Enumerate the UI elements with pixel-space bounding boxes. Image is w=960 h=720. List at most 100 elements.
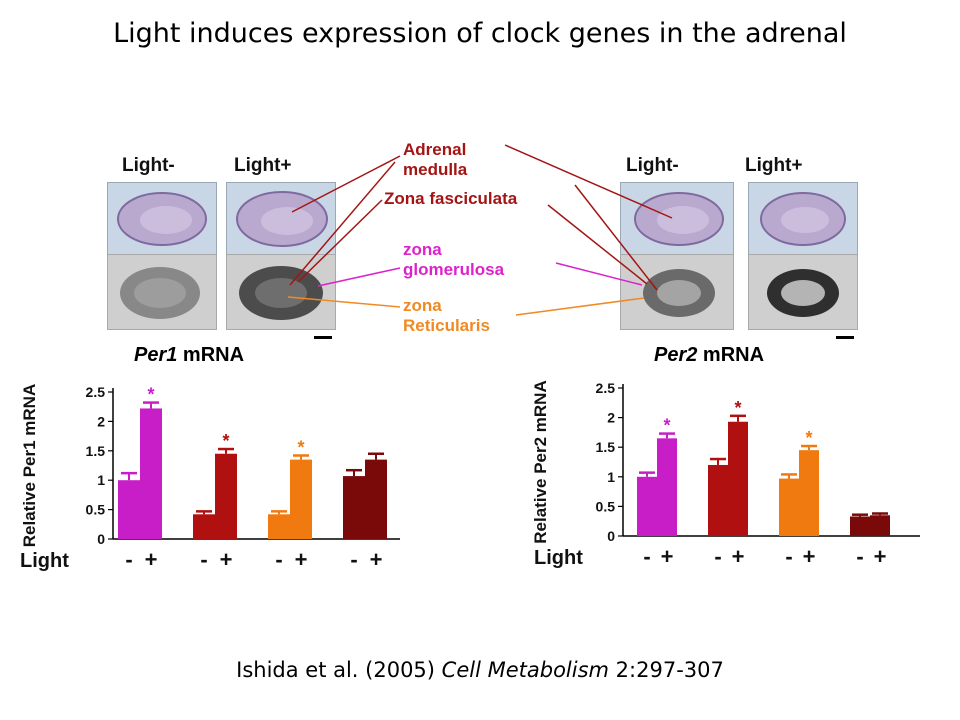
- y-axis-title: Relative Per2 mRNA: [531, 380, 550, 543]
- bar-group1-light-on: [657, 438, 677, 536]
- right-light-minus-tissue-image: [620, 182, 734, 256]
- light-condition-label: -: [643, 544, 650, 569]
- per1-gene-name: Per1: [134, 344, 178, 366]
- leader-fasciculata-right: [547, 204, 648, 285]
- left-light-plus-tissue-image: [226, 182, 336, 256]
- bar-group4-light-on: [365, 459, 387, 539]
- leader-reticularis-right: [515, 297, 645, 316]
- light-condition-label: +: [145, 547, 158, 572]
- light-condition-label: -: [856, 544, 863, 569]
- light-condition-label: +: [220, 547, 233, 572]
- label-zona-fasciculata: Zona fasciculata: [384, 189, 518, 208]
- x-axis-title: Light: [20, 550, 69, 572]
- light-condition-label: -: [350, 547, 357, 572]
- left-scale-bar: [314, 336, 332, 339]
- leader-medulla-left-film: [289, 161, 396, 286]
- left-light-plus-header: Light+: [234, 155, 292, 176]
- bar-group3-light-off: [268, 514, 290, 539]
- left-light-plus-film-image: [226, 254, 336, 330]
- per1-caption-suffix: mRNA: [177, 344, 245, 366]
- y-tick-label: 2: [607, 410, 615, 426]
- right-light-plus-film-image: [748, 254, 858, 330]
- per2-caption-suffix: mRNA: [697, 344, 765, 366]
- label-zona-reticularis-line1: zona: [403, 296, 442, 315]
- label-zona-glomerulosa: zona glomerulosa: [403, 240, 504, 280]
- bar-group2-light-on: [215, 453, 237, 539]
- light-condition-label: -: [785, 544, 792, 569]
- citation-journal: Cell Metabolism: [441, 658, 609, 682]
- citation-pages: 2:297-307: [609, 658, 724, 682]
- light-condition-label: +: [661, 544, 674, 569]
- significance-star: *: [663, 416, 670, 436]
- leader-fasciculata-left: [297, 199, 383, 283]
- significance-star: *: [297, 438, 304, 458]
- y-tick-label: 1: [607, 469, 615, 485]
- right-light-minus-header: Light-: [626, 155, 679, 176]
- y-tick-label: 0: [607, 528, 615, 544]
- y-tick-label: 2.5: [86, 384, 106, 400]
- bar-group3-light-off: [779, 478, 799, 536]
- bar-group1-light-off: [637, 476, 657, 536]
- per2-mrna-caption: Per2 mRNA: [654, 344, 764, 367]
- y-tick-label: 2.5: [596, 380, 616, 396]
- light-condition-label: +: [803, 544, 816, 569]
- light-condition-label: +: [732, 544, 745, 569]
- y-tick-label: 0: [97, 531, 105, 547]
- leader-medulla-right-film: [574, 184, 658, 291]
- leader-glomerulosa-left: [317, 267, 401, 287]
- light-condition-label: -: [125, 547, 132, 572]
- citation-authors: Ishida et al. (2005): [236, 658, 442, 682]
- leader-medulla-left: [291, 155, 401, 213]
- light-condition-label: +: [295, 547, 308, 572]
- bar-group4-light-off: [850, 516, 870, 536]
- y-tick-label: 1.5: [86, 443, 106, 459]
- y-tick-label: 0.5: [596, 498, 616, 514]
- significance-star: *: [805, 428, 812, 448]
- per2-gene-name: Per2: [654, 344, 698, 366]
- left-light-minus-film-image: [107, 254, 217, 330]
- y-tick-label: 2: [97, 413, 105, 429]
- light-condition-label: +: [874, 544, 887, 569]
- citation: Ishida et al. (2005) Cell Metabolism 2:2…: [0, 658, 960, 682]
- slide-title: Light induces expression of clock genes …: [113, 18, 847, 49]
- bar-group2-light-off: [193, 514, 215, 539]
- bar-group4-light-on: [870, 515, 890, 536]
- leader-reticularis-left: [287, 296, 401, 308]
- right-light-plus-header: Light+: [745, 155, 803, 176]
- per1-mrna-caption: Per1 mRNA: [134, 344, 244, 367]
- left-light-minus-header: Light-: [122, 155, 175, 176]
- right-light-minus-film-image: [620, 254, 734, 330]
- y-tick-label: 0.5: [86, 502, 106, 518]
- light-condition-label: +: [370, 547, 383, 572]
- label-zona-reticularis-line2: Reticularis: [403, 316, 490, 335]
- label-zona-reticularis: zona Reticularis: [403, 296, 490, 336]
- leader-glomerulosa-right: [555, 262, 643, 286]
- bar-group1-light-on: [140, 408, 162, 539]
- x-axis-title: Light: [534, 547, 583, 569]
- y-tick-label: 1: [97, 472, 105, 488]
- label-zona-glomerulosa-line2: glomerulosa: [403, 260, 505, 279]
- bar-group3-light-on: [290, 459, 312, 539]
- significance-star: *: [222, 431, 229, 451]
- light-condition-label: -: [275, 547, 282, 572]
- bar-group4-light-off: [343, 476, 365, 539]
- right-scale-bar: [836, 336, 854, 339]
- label-adrenal-medulla: Adrenal medulla: [403, 140, 467, 180]
- significance-star: *: [734, 398, 741, 418]
- bar-group3-light-on: [799, 450, 819, 536]
- label-zona-glomerulosa-line1: zona: [403, 240, 442, 259]
- bar-group1-light-off: [118, 480, 140, 539]
- label-adrenal-medulla-line2: medulla: [403, 160, 468, 179]
- y-axis-title: Relative Per1 mRNA: [20, 384, 39, 547]
- label-adrenal-medulla-line1: Adrenal: [403, 140, 467, 159]
- light-condition-label: -: [714, 544, 721, 569]
- light-condition-label: -: [200, 547, 207, 572]
- y-tick-label: 1.5: [596, 439, 616, 455]
- leader-medulla-right: [504, 144, 673, 219]
- bar-group2-light-off: [708, 464, 728, 536]
- significance-star: *: [147, 385, 154, 405]
- right-light-plus-tissue-image: [748, 182, 858, 256]
